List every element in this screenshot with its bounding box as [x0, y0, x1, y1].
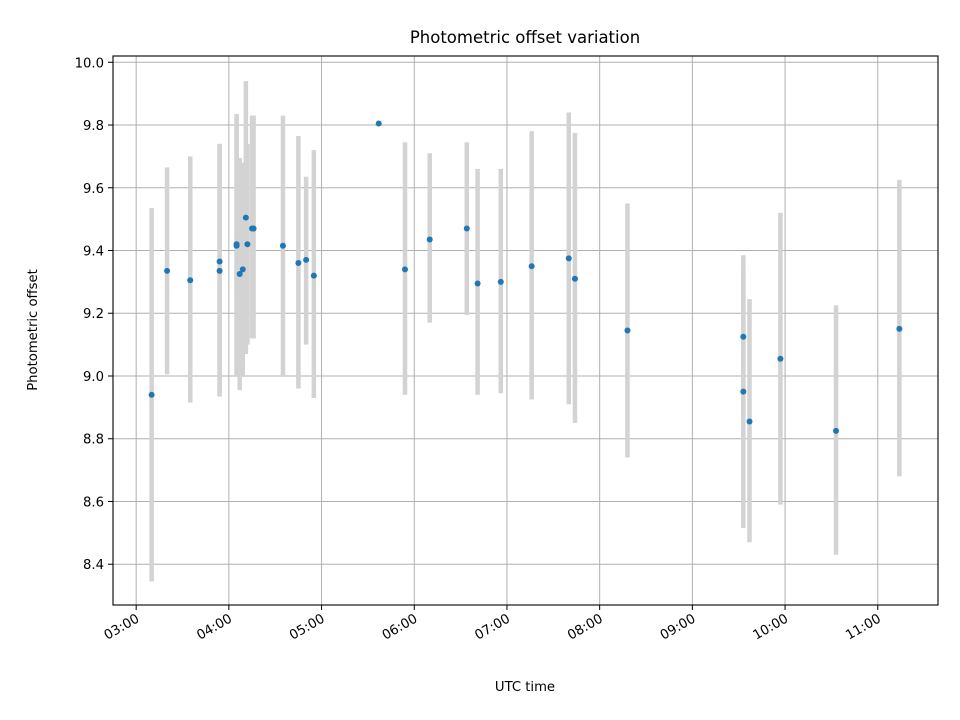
data-point	[528, 263, 535, 270]
y-tick-label: 9.6	[83, 182, 104, 197]
data-point	[310, 272, 317, 279]
x-axis-label: UTC time	[495, 680, 555, 695]
data-point	[401, 266, 408, 273]
data-point	[740, 333, 747, 340]
data-points	[148, 120, 903, 434]
data-point	[164, 267, 171, 274]
data-point	[463, 225, 470, 232]
data-point	[236, 271, 243, 278]
data-point	[896, 325, 903, 332]
data-point	[565, 255, 572, 262]
data-point	[375, 120, 382, 127]
data-point	[303, 256, 310, 263]
y-tick-label: 8.6	[83, 495, 104, 510]
data-point	[239, 266, 246, 273]
data-point	[571, 275, 578, 282]
y-tick-label: 9.0	[83, 370, 104, 385]
y-axis-label: Photometric offset	[26, 269, 41, 391]
data-point	[740, 388, 747, 395]
data-point	[426, 236, 433, 243]
grid	[113, 56, 938, 605]
data-point	[244, 241, 251, 248]
data-point	[148, 391, 155, 398]
plot-frame	[112, 55, 939, 606]
chart-title: Photometric offset variation	[410, 28, 640, 47]
data-point	[279, 242, 286, 249]
data-point	[624, 327, 631, 334]
data-point	[746, 418, 753, 425]
data-point	[216, 267, 223, 274]
y-tick-label: 9.8	[83, 119, 104, 134]
data-point	[777, 355, 784, 362]
data-point	[295, 260, 302, 267]
y-tick-label: 9.4	[83, 245, 104, 260]
data-point	[250, 225, 257, 232]
y-tick-label: 9.2	[83, 307, 104, 322]
data-point	[233, 241, 240, 248]
data-point	[216, 258, 223, 265]
y-tick-label: 8.4	[83, 558, 104, 573]
data-point	[242, 214, 249, 221]
data-point	[187, 277, 194, 284]
data-point	[833, 427, 840, 434]
data-point	[474, 280, 481, 287]
y-tick-label: 8.8	[83, 433, 104, 448]
y-axis-ticks: 8.4 8.6 8.8 9.0 9.2 9.4 9.6 9.8 10.0	[75, 56, 113, 573]
y-tick-label: 10.0	[75, 56, 104, 71]
data-point	[497, 278, 504, 285]
